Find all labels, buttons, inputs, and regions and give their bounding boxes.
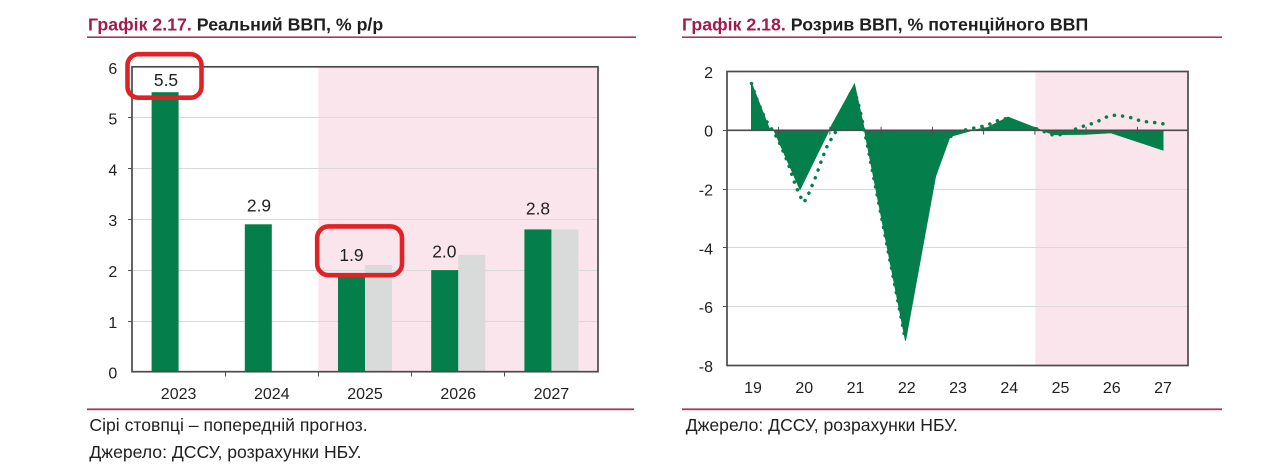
svg-text:2023: 2023 xyxy=(161,386,197,403)
svg-text:2: 2 xyxy=(704,65,713,82)
svg-text:21: 21 xyxy=(847,380,865,397)
svg-text:2.8: 2.8 xyxy=(526,199,550,219)
svg-text:Сірі стовпці – попередній прог: Сірі стовпці – попередній прогноз. xyxy=(89,415,367,435)
svg-text:Графік 2.18. Розрив ВВП, % пот: Графік 2.18. Розрив ВВП, % потенційного … xyxy=(682,15,1088,35)
svg-text:27: 27 xyxy=(1154,380,1172,397)
svg-text:-2: -2 xyxy=(699,183,713,200)
svg-text:6: 6 xyxy=(108,61,117,78)
svg-text:20: 20 xyxy=(795,380,813,397)
svg-text:Джерело: ДССУ, розрахунки НБУ.: Джерело: ДССУ, розрахунки НБУ. xyxy=(686,415,958,435)
svg-text:19: 19 xyxy=(744,380,762,397)
svg-text:Графік 2.17. Реальний ВВП, % р: Графік 2.17. Реальний ВВП, % р/р xyxy=(88,15,383,35)
svg-text:25: 25 xyxy=(1052,380,1070,397)
svg-text:-8: -8 xyxy=(699,359,713,376)
svg-text:2026: 2026 xyxy=(440,386,476,403)
svg-text:26: 26 xyxy=(1103,380,1121,397)
svg-text:-6: -6 xyxy=(699,300,713,317)
svg-text:Джерело: ДССУ, розрахунки НБУ.: Джерело: ДССУ, розрахунки НБУ. xyxy=(89,442,361,462)
svg-text:1: 1 xyxy=(108,315,117,332)
svg-text:23: 23 xyxy=(949,380,967,397)
svg-text:2027: 2027 xyxy=(534,386,570,403)
svg-text:2024: 2024 xyxy=(254,386,290,403)
svg-text:-4: -4 xyxy=(699,241,713,258)
svg-text:22: 22 xyxy=(898,380,916,397)
svg-text:5.5: 5.5 xyxy=(154,70,178,90)
svg-text:5: 5 xyxy=(108,112,117,129)
svg-text:2: 2 xyxy=(108,264,117,281)
svg-text:4: 4 xyxy=(108,162,117,179)
svg-text:0: 0 xyxy=(704,124,713,141)
svg-text:24: 24 xyxy=(1000,380,1018,397)
svg-text:2.9: 2.9 xyxy=(247,196,271,216)
svg-text:3: 3 xyxy=(108,213,117,230)
svg-text:2.0: 2.0 xyxy=(432,242,456,262)
svg-text:0: 0 xyxy=(108,366,117,383)
svg-text:1.9: 1.9 xyxy=(339,245,363,265)
svg-text:2025: 2025 xyxy=(347,386,383,403)
